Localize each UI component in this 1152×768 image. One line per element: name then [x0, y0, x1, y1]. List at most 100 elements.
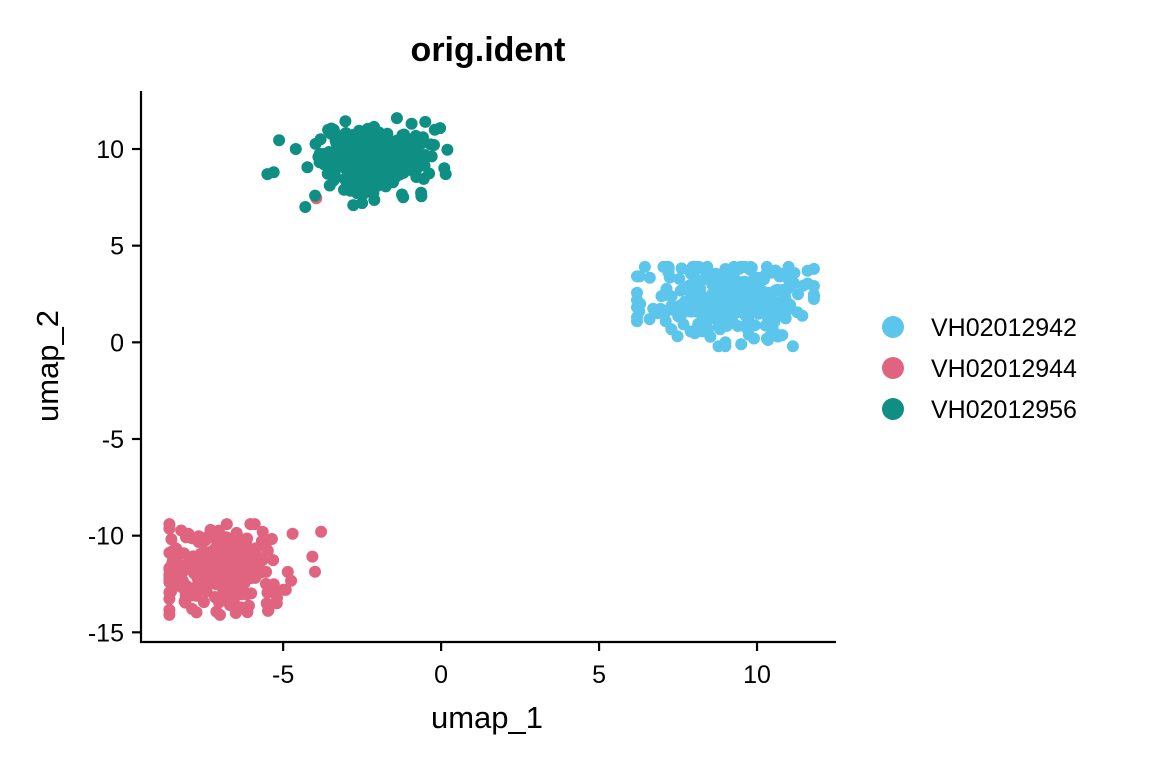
point-VH02012942-273: [720, 319, 733, 332]
point-VH02012944-233: [309, 565, 321, 578]
legend-label-VH02012956: VH02012956: [931, 396, 1077, 424]
point-VH02012942-274: [710, 305, 723, 317]
point-VH02012944-87: [256, 525, 269, 538]
point-VH02012944-263: [163, 608, 176, 621]
point-VH02012944-281: [213, 596, 225, 609]
point-VH02012956-60: [301, 161, 314, 174]
point-VH02012942-240: [733, 262, 746, 275]
point-VH02012944-193: [266, 583, 279, 596]
point-VH02012942-269: [643, 271, 656, 284]
point-VH02012944-295: [238, 561, 251, 574]
point-VH02012944-310: [172, 576, 185, 589]
point-VH02012956-308: [438, 162, 451, 175]
point-VH02012944-195: [265, 533, 278, 545]
point-VH02012942-258: [684, 325, 697, 338]
point-VH02012944-304: [286, 527, 299, 540]
point-VH02012944-302: [204, 523, 217, 536]
point-VH02012944-309: [214, 608, 226, 621]
y-axis-title: umap_2: [30, 310, 65, 422]
point-VH02012942-314: [719, 336, 732, 349]
point-VH02012956-259: [391, 157, 404, 170]
point-VH02012942-319: [807, 262, 820, 275]
point-VH02012944-275: [223, 594, 236, 607]
point-VH02012942-207: [807, 280, 820, 292]
point-VH02012956-232: [381, 127, 394, 140]
point-VH02012956-276: [428, 139, 440, 151]
legend: VH02012942 VH02012944 VH02012956: [882, 314, 1077, 424]
point-VH02012942-298: [712, 295, 725, 308]
point-VH02012942-303: [768, 315, 781, 328]
point-VH02012956-298: [358, 167, 371, 180]
point-VH02012956-309: [397, 191, 410, 204]
point-VH02012956-242: [393, 168, 406, 181]
point-VH02012942-244: [631, 270, 643, 283]
point-VH02012956-291: [329, 134, 342, 147]
point-VH02012942-302: [777, 306, 790, 319]
point-VH02012956-221: [339, 115, 352, 128]
point-VH02012944-235: [210, 571, 223, 584]
point-VH02012944-299: [214, 558, 227, 571]
point-VH02012956-275: [383, 150, 396, 162]
point-VH02012956-269: [322, 147, 335, 160]
x-axis-ticks: -5 0 5 10: [272, 642, 771, 689]
point-VH02012942-316: [763, 330, 776, 343]
point-VH02012942-297: [747, 303, 760, 316]
point-VH02012956-285: [338, 162, 351, 174]
point-VH02012944-271: [176, 564, 188, 577]
point-VH02012942-296: [779, 291, 792, 304]
point-VH02012956-218: [410, 171, 423, 183]
point-VH02012944-280: [184, 589, 197, 602]
point-VH02012944-301: [182, 527, 195, 540]
point-VH02012944-282: [163, 586, 176, 599]
legend-key-VH02012942: [882, 316, 904, 338]
point-VH02012944-291: [163, 563, 176, 576]
point-VH02012956-237: [409, 129, 422, 142]
point-VH02012944-198: [306, 550, 319, 563]
point-VH02012942-317: [782, 260, 795, 273]
point-VH02012956-284: [358, 126, 371, 139]
chart-title: orig.ident: [411, 31, 566, 69]
point-VH02012942-253: [753, 276, 765, 289]
point-VH02012942-304: [659, 315, 672, 328]
point-VH02012942-308: [736, 276, 749, 289]
point-VH02012956-290: [388, 135, 401, 148]
point-VH02012944-292: [230, 526, 243, 539]
point-VH02012956-288: [351, 151, 364, 164]
point-VH02012942-291: [719, 287, 732, 300]
point-VH02012944-266: [208, 544, 220, 557]
point-VH02012942-295: [732, 289, 744, 301]
point-VH02012956-296: [313, 147, 326, 160]
point-VH02012942-283: [697, 315, 710, 328]
point-VH02012944-296: [197, 559, 210, 572]
point-VH02012942-251: [719, 278, 732, 291]
point-VH02012944-1: [165, 533, 178, 546]
point-VH02012942-300: [707, 271, 720, 283]
x-tick-label--5: -5: [272, 661, 294, 689]
point-VH02012944-53: [267, 554, 280, 567]
x-tick-label-0: 0: [434, 661, 448, 689]
series-VH02012944: [163, 192, 328, 621]
point-VH02012956-307: [428, 123, 441, 136]
point-VH02012944-307: [270, 597, 283, 610]
points-layer: [163, 112, 820, 621]
point-VH02012942-305: [638, 260, 651, 273]
point-VH02012944-257: [285, 574, 298, 587]
point-VH02012956-304: [327, 123, 340, 136]
series-VH02012956: [261, 112, 454, 213]
point-VH02012942-311: [643, 313, 656, 326]
y-tick-label-10: 10: [96, 136, 124, 164]
point-VH02012944-114: [190, 606, 203, 619]
point-VH02012944-308: [229, 607, 242, 619]
point-VH02012956-251: [423, 167, 436, 180]
point-VH02012942-309: [721, 308, 734, 321]
point-VH02012944-285: [262, 604, 274, 617]
point-VH02012956-257: [411, 150, 424, 163]
point-VH02012956-295: [408, 159, 421, 172]
point-VH02012956-299: [367, 139, 380, 152]
x-axis-title: umap_1: [431, 700, 543, 735]
point-VH02012944-259: [192, 530, 205, 543]
point-VH02012942-277: [807, 290, 820, 303]
point-VH02012944-103: [220, 518, 233, 531]
point-VH02012942-247: [791, 306, 804, 319]
